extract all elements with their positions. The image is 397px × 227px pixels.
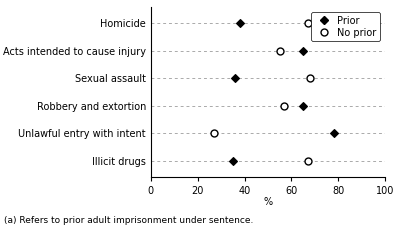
Text: (a) Refers to prior adult imprisonment under sentence.: (a) Refers to prior adult imprisonment u… <box>4 216 253 225</box>
Legend: Prior, No prior: Prior, No prior <box>311 12 380 41</box>
X-axis label: %: % <box>264 197 272 207</box>
